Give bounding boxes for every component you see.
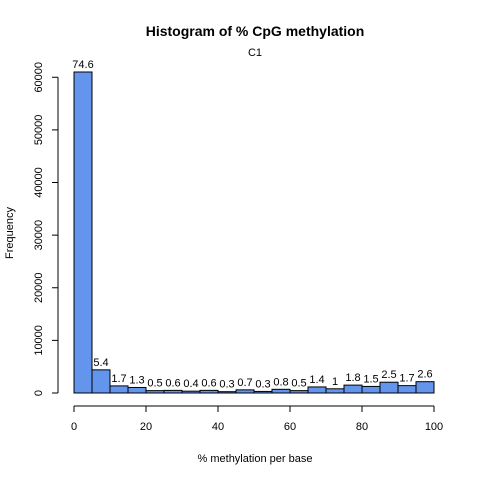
histogram-bar [290, 391, 308, 393]
y-tick-label: 0 [33, 390, 45, 396]
y-axis-label: Frequency [4, 207, 16, 259]
chart-title: Histogram of % CpG methylation [146, 23, 365, 39]
histogram-bar [308, 387, 326, 393]
histogram-bar [92, 370, 110, 393]
histogram-bar [344, 385, 362, 393]
bar-data-label: 1.3 [129, 374, 144, 386]
bars-group [74, 72, 434, 393]
histogram-bar [200, 390, 218, 393]
x-tick-label: 80 [356, 421, 368, 433]
histogram-bar [272, 389, 290, 393]
bar-data-label: 74.6 [72, 59, 93, 71]
histogram-bar [362, 386, 380, 393]
histogram-bar [128, 387, 146, 393]
histogram-bar [254, 391, 272, 393]
y-tick-label: 30000 [33, 220, 45, 251]
bar-data-label: 0.3 [255, 378, 270, 390]
bar-data-label: 1 [332, 376, 338, 388]
histogram-bar [146, 391, 164, 393]
histogram-bar [326, 389, 344, 393]
data-labels-group: 74.65.41.7 1.3 0.5 0.6 0.4 0.6 0.3 0.7 0.3 0.8 0.5… [72, 59, 432, 391]
x-tick-label: 100 [425, 421, 443, 433]
bar-data-label: 1.8 [345, 372, 360, 384]
x-tick-label: 20 [140, 421, 152, 433]
y-axis: 0 10000 20000 30000 40000 50000 60000 [33, 62, 58, 396]
bar-data-label: 0.6 [201, 377, 216, 389]
histogram-bar [236, 390, 254, 393]
x-axis-label: % methylation per base [198, 453, 313, 465]
histogram-bar [74, 72, 92, 393]
histogram-bar [380, 382, 398, 393]
bar-data-label: 1.7 [399, 373, 414, 385]
histogram-bar [164, 390, 182, 393]
bar-data-label: 2.5 [381, 369, 396, 381]
bar-data-label: 0.5 [147, 378, 162, 390]
bar-data-label: 2.6 [417, 369, 432, 381]
bar-data-label: 1.5 [363, 373, 378, 385]
bar-data-label: 0.6 [165, 377, 180, 389]
histogram-bar [182, 391, 200, 393]
chart-subtitle: C1 [248, 47, 262, 59]
y-tick-label: 60000 [33, 62, 45, 93]
y-tick-label: 40000 [33, 167, 45, 198]
bar-data-label: 0.8 [273, 376, 288, 388]
histogram-bar [398, 386, 416, 393]
x-tick-label: 60 [284, 421, 296, 433]
bar-data-label: 0.5 [291, 378, 306, 390]
histogram-bar [416, 382, 434, 393]
histogram-bar [218, 392, 236, 393]
x-tick-label: 0 [71, 421, 77, 433]
x-axis: 0 20 40 60 80 100 [71, 406, 443, 433]
bar-data-label: 0.7 [237, 377, 252, 389]
y-tick-label: 10000 [33, 325, 45, 356]
y-tick-label: 50000 [33, 115, 45, 146]
bar-data-label: 1.7 [111, 373, 126, 385]
bar-data-label: 0.3 [219, 379, 234, 391]
y-tick-label: 20000 [33, 272, 45, 303]
bar-data-label: 1.4 [309, 374, 324, 386]
histogram-bar [110, 386, 128, 393]
bar-data-label: 0.4 [183, 378, 198, 390]
x-tick-label: 40 [212, 421, 224, 433]
bar-data-label: 5.4 [93, 357, 108, 369]
